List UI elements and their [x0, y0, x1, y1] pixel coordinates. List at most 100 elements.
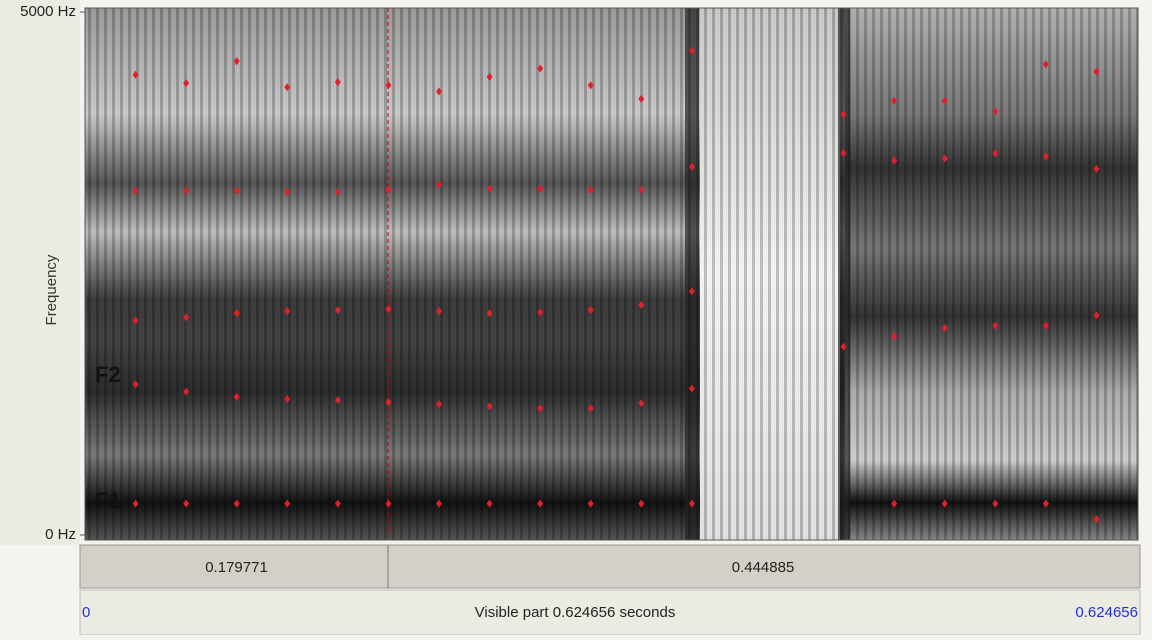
formant-dot — [486, 309, 493, 318]
y-tick-label: 0 Hz — [45, 526, 76, 543]
formant-dot — [436, 87, 443, 96]
formant-dot — [840, 342, 847, 351]
formant-dot — [537, 64, 544, 73]
formant-dot — [891, 499, 898, 508]
f2-label: F2 — [95, 362, 121, 387]
formant-dot — [638, 300, 645, 309]
formant-dot — [1093, 311, 1100, 320]
formant-dot — [537, 404, 544, 413]
formant-dot — [132, 380, 139, 389]
formant-dot — [233, 499, 240, 508]
formant-dot — [941, 154, 948, 163]
formant-dot — [183, 387, 190, 396]
formant-dot — [638, 399, 645, 408]
formant-dot — [132, 186, 139, 195]
formant-dot — [1093, 164, 1100, 173]
formant-dot — [891, 96, 898, 105]
formant-dot — [385, 398, 392, 407]
formant-dot — [436, 499, 443, 508]
pulse-texture — [85, 8, 1138, 540]
f1-label: F1 — [95, 488, 121, 513]
formant-dot — [840, 110, 847, 119]
formant-dot — [1093, 515, 1100, 524]
formant-dot — [486, 72, 493, 81]
formant-dot — [688, 384, 695, 393]
formant-dot — [941, 499, 948, 508]
formant-dot — [132, 499, 139, 508]
formant-dot — [840, 149, 847, 158]
formant-dot — [891, 156, 898, 165]
formant-dot — [334, 499, 341, 508]
formant-dot — [688, 162, 695, 171]
formant-dot — [638, 499, 645, 508]
left-panel — [0, 0, 80, 545]
formant-dot — [1042, 499, 1049, 508]
formant-dot — [941, 96, 948, 105]
formant-dot — [233, 309, 240, 318]
formant-dot — [638, 94, 645, 103]
left-duration: 0.179771 — [205, 559, 268, 576]
formant-dot — [537, 499, 544, 508]
formant-dot — [992, 107, 999, 116]
formant-dot — [334, 396, 341, 405]
formant-dot — [537, 184, 544, 193]
y-axis-label: Frequency — [43, 254, 60, 325]
formant-dot — [587, 81, 594, 90]
visible-end: 0.624656 — [1075, 604, 1138, 621]
formant-dot — [587, 404, 594, 413]
formant-dot — [436, 307, 443, 316]
formant-dot — [334, 78, 341, 87]
formant-dot — [334, 306, 341, 315]
formant-dot — [284, 395, 291, 404]
formant-dot — [1093, 67, 1100, 76]
formant-dot — [233, 57, 240, 66]
formant-dot — [183, 499, 190, 508]
formant-dot — [587, 499, 594, 508]
formant-dot — [537, 308, 544, 317]
formant-dot — [891, 332, 898, 341]
formant-dot — [436, 180, 443, 189]
formant-dot — [992, 321, 999, 330]
formant-dot — [385, 81, 392, 90]
formant-dot — [941, 323, 948, 332]
y-tick-label: 5000 Hz — [20, 3, 76, 20]
right-duration: 0.444885 — [732, 559, 795, 576]
visible-text: Visible part 0.624656 seconds — [475, 604, 676, 621]
formant-dot — [992, 149, 999, 158]
formant-dot — [385, 305, 392, 314]
formant-dot — [486, 499, 493, 508]
formant-dot — [132, 70, 139, 79]
formant-dot — [183, 186, 190, 195]
formant-dot — [992, 499, 999, 508]
formant-dot — [233, 186, 240, 195]
plot-frame — [84, 7, 1139, 541]
formant-dot — [587, 306, 594, 315]
formant-dot — [638, 185, 645, 194]
formant-dot — [132, 316, 139, 325]
formant-dot — [1042, 152, 1049, 161]
formant-dot — [688, 499, 695, 508]
formant-dot — [1042, 321, 1049, 330]
formant-dot — [284, 307, 291, 316]
formant-dot — [587, 185, 594, 194]
formant-dot — [486, 402, 493, 411]
formant-dot — [688, 287, 695, 296]
visible-start: 0 — [82, 604, 90, 621]
formant-dot — [284, 187, 291, 196]
selection-bar[interactable] — [79, 544, 1141, 589]
formant-dot — [334, 187, 341, 196]
formant-dot — [183, 79, 190, 88]
formant-dot — [688, 46, 695, 55]
formant-dot — [284, 83, 291, 92]
formant-dot — [486, 184, 493, 193]
formant-dot — [284, 499, 291, 508]
formant-dot — [385, 499, 392, 508]
formant-dot — [436, 400, 443, 409]
visible-bar[interactable] — [79, 589, 1141, 636]
formant-dot — [233, 392, 240, 401]
formant-dot — [183, 313, 190, 322]
formant-dot — [385, 185, 392, 194]
formant-dot — [1042, 60, 1049, 69]
